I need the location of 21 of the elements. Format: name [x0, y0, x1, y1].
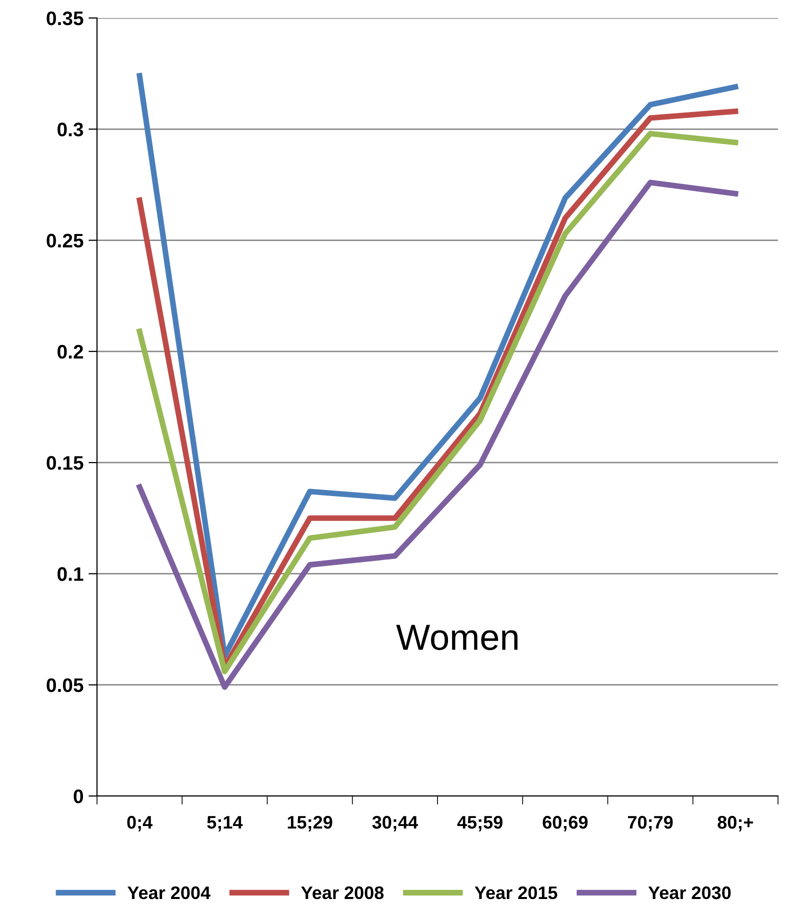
y-tick-label: 0.35 — [46, 11, 84, 26]
y-tick-label: 0.2 — [58, 344, 84, 359]
x-tick-label: 15;29 — [288, 816, 332, 832]
y-tick-label: 0.1 — [58, 567, 84, 581]
x-tick-label: 70;79 — [628, 816, 673, 832]
legend-label: Year 2015 — [474, 886, 558, 900]
legend-label: Year 2008 — [301, 886, 384, 900]
x-tick-label: 30;44 — [372, 816, 418, 832]
x-tick-label: 60;69 — [542, 816, 588, 832]
y-tick-label: 0.3 — [58, 122, 84, 136]
x-tick-label: 45;59 — [457, 816, 502, 832]
legend-label: Year 2030 — [648, 886, 731, 900]
x-tick-label: 0;4 — [127, 816, 153, 832]
y-tick-label: 0 — [74, 789, 84, 804]
x-tick-label: 80;+ — [718, 816, 754, 832]
y-tick-label: 0.15 — [46, 456, 84, 470]
y-tick-label: 0.25 — [46, 234, 84, 248]
annotation: Women — [396, 624, 518, 650]
x-tick-label: 5;14 — [207, 816, 243, 832]
y-tick-label: 0.05 — [46, 678, 84, 692]
legend-label: Year 2004 — [128, 886, 210, 900]
